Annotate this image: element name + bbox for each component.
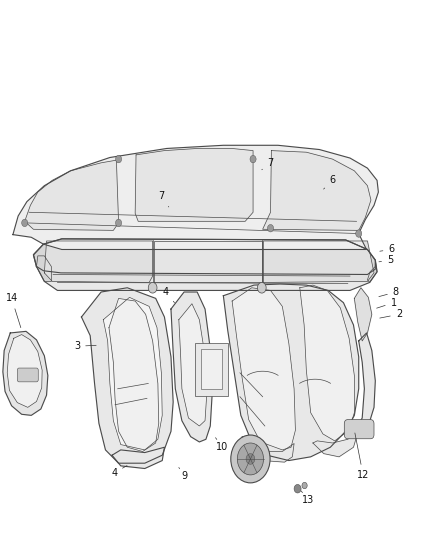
- Text: 5: 5: [379, 255, 393, 265]
- Text: 13: 13: [301, 491, 314, 505]
- Circle shape: [231, 435, 270, 483]
- FancyBboxPatch shape: [17, 368, 38, 382]
- Polygon shape: [367, 260, 377, 282]
- Text: 1: 1: [377, 297, 397, 308]
- Polygon shape: [354, 333, 375, 437]
- Polygon shape: [354, 288, 372, 341]
- Polygon shape: [33, 239, 375, 274]
- Polygon shape: [33, 239, 377, 290]
- Text: 12: 12: [355, 433, 369, 480]
- Polygon shape: [36, 256, 51, 281]
- Polygon shape: [263, 151, 371, 230]
- Circle shape: [250, 156, 256, 163]
- Text: 7: 7: [158, 191, 169, 207]
- Polygon shape: [44, 241, 152, 282]
- FancyBboxPatch shape: [201, 349, 223, 389]
- Circle shape: [246, 454, 255, 464]
- Circle shape: [294, 484, 301, 493]
- Polygon shape: [7, 335, 42, 407]
- Circle shape: [258, 282, 266, 293]
- Polygon shape: [154, 241, 262, 282]
- Polygon shape: [232, 288, 295, 450]
- Polygon shape: [171, 292, 212, 442]
- Polygon shape: [242, 437, 294, 462]
- Text: 6: 6: [324, 175, 336, 189]
- Polygon shape: [3, 332, 48, 415]
- Circle shape: [237, 443, 264, 475]
- Polygon shape: [25, 160, 119, 230]
- Circle shape: [302, 482, 307, 489]
- Text: 10: 10: [215, 438, 229, 452]
- Circle shape: [268, 224, 274, 232]
- Circle shape: [356, 230, 362, 237]
- Circle shape: [116, 219, 122, 227]
- Text: 7: 7: [262, 158, 274, 169]
- Text: 4: 4: [162, 287, 174, 303]
- Text: 8: 8: [379, 287, 399, 297]
- Polygon shape: [103, 297, 162, 450]
- Polygon shape: [223, 284, 359, 461]
- Text: 14: 14: [6, 293, 21, 328]
- Circle shape: [116, 156, 122, 163]
- Text: 2: 2: [380, 309, 402, 319]
- FancyBboxPatch shape: [344, 419, 374, 439]
- Polygon shape: [109, 298, 159, 451]
- Polygon shape: [13, 146, 378, 249]
- FancyBboxPatch shape: [195, 343, 228, 395]
- Polygon shape: [300, 285, 354, 441]
- Circle shape: [148, 282, 157, 293]
- Polygon shape: [81, 288, 173, 463]
- Text: 4: 4: [111, 466, 127, 478]
- Text: 3: 3: [74, 341, 96, 351]
- Polygon shape: [112, 447, 164, 469]
- Text: 9: 9: [179, 467, 187, 481]
- Text: 6: 6: [380, 245, 395, 254]
- Polygon shape: [135, 149, 253, 221]
- Circle shape: [21, 219, 28, 227]
- Polygon shape: [179, 304, 207, 426]
- Polygon shape: [313, 432, 358, 457]
- Polygon shape: [264, 241, 374, 282]
